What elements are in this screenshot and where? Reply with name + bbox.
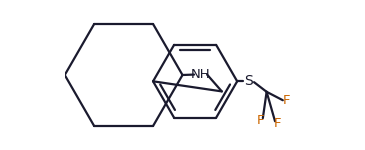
Text: F: F <box>257 114 264 127</box>
Text: NH: NH <box>191 68 210 81</box>
Text: F: F <box>283 94 290 107</box>
Text: F: F <box>273 117 281 130</box>
Text: S: S <box>245 74 253 88</box>
